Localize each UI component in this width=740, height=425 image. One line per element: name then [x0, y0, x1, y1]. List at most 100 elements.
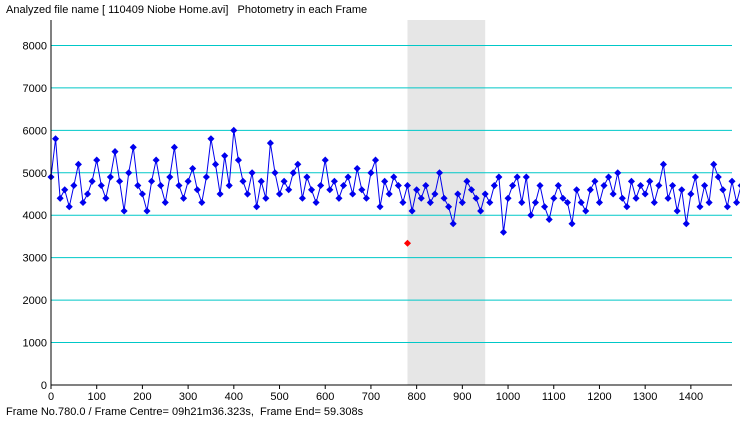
- x-tick-1200: 1200: [587, 391, 611, 403]
- data-point: [65, 203, 73, 211]
- y-tick-6000: 6000: [23, 125, 47, 137]
- data-point: [422, 181, 430, 190]
- data-point: [161, 198, 169, 207]
- data-point: [216, 190, 224, 198]
- x-tick-300: 300: [179, 391, 197, 403]
- data-point: [714, 173, 722, 181]
- current-frame-marker: [403, 239, 412, 247]
- data-point: [152, 156, 160, 164]
- data-point: [248, 169, 256, 177]
- data-point: [627, 177, 635, 185]
- data-point: [696, 203, 704, 211]
- x-tick-600: 600: [316, 391, 334, 403]
- data-point: [728, 177, 736, 185]
- data-point: [180, 194, 188, 202]
- data-point: [202, 173, 210, 181]
- data-point: [211, 160, 220, 168]
- x-tick-1000: 1000: [496, 391, 520, 403]
- gridlines: [51, 44, 732, 344]
- data-point: [573, 186, 581, 194]
- data-point: [504, 194, 512, 202]
- data-point: [193, 186, 201, 194]
- data-point: [275, 190, 284, 198]
- data-point: [723, 203, 731, 211]
- data-point: [253, 203, 261, 211]
- data-point: [733, 198, 740, 207]
- data-point: [399, 198, 407, 207]
- data-point: [490, 182, 498, 190]
- data-point: [312, 198, 320, 207]
- data-point: [189, 164, 197, 173]
- data-point: [687, 190, 695, 198]
- data-point: [280, 177, 288, 185]
- y-tick-8000: 8000: [23, 40, 47, 52]
- data-point: [298, 194, 306, 202]
- data-point: [403, 181, 412, 190]
- data-point: [129, 143, 137, 151]
- data-point: [335, 194, 343, 202]
- x-tick-200: 200: [133, 391, 151, 403]
- data-point: [330, 177, 338, 185]
- data-point: [243, 190, 252, 198]
- data-point: [289, 169, 297, 177]
- data-point: [166, 173, 174, 181]
- data-point: [326, 186, 334, 194]
- y-tick-0: 0: [41, 380, 47, 392]
- x-tick-800: 800: [407, 391, 425, 403]
- data-point: [536, 182, 544, 190]
- data-point: [353, 165, 361, 173]
- y-tick-3000: 3000: [23, 253, 47, 265]
- y-tick-2000: 2000: [23, 295, 47, 307]
- data-point: [481, 190, 489, 198]
- data-point: [367, 169, 375, 177]
- data-point: [618, 194, 626, 202]
- data-point: [577, 198, 585, 207]
- data-point: [454, 190, 462, 198]
- x-tick-labels: 0 100 200 300 400 500 600 700 800 900 1000 1100 1200…: [48, 385, 703, 403]
- data-point: [669, 181, 677, 190]
- data-point: [673, 207, 681, 215]
- data-point: [294, 160, 302, 168]
- data-point: [303, 173, 311, 181]
- data-point: [609, 190, 617, 198]
- data-point: [568, 220, 576, 228]
- data-point: [682, 220, 690, 228]
- x-tick-1300: 1300: [633, 391, 657, 403]
- data-point: [495, 173, 503, 181]
- data-point: [84, 190, 92, 198]
- data-point: [518, 198, 526, 207]
- status-bar: Frame No.780.0 / Frame Centre= 09h21m36.…: [6, 406, 364, 418]
- data-point: [175, 181, 183, 190]
- data-point: [413, 186, 421, 194]
- data-point: [221, 152, 229, 160]
- data-point: [358, 186, 366, 194]
- data-point: [586, 186, 594, 194]
- series-photometry: [50, 130, 740, 233]
- data-point: [605, 173, 613, 181]
- data-point: [271, 169, 279, 177]
- data-point: [499, 228, 508, 236]
- x-tick-0: 0: [48, 391, 54, 403]
- data-point: [527, 211, 535, 219]
- data-point: [509, 181, 517, 190]
- data-point: [362, 194, 370, 202]
- data-point: [257, 177, 265, 185]
- data-point: [408, 207, 416, 215]
- data-point: [513, 173, 521, 181]
- data-point: [111, 148, 119, 156]
- data-point: [600, 181, 608, 190]
- data-point: [102, 194, 110, 202]
- data-point: [641, 190, 649, 198]
- data-point: [440, 194, 448, 202]
- data-point: [449, 220, 457, 228]
- data-point: [655, 181, 663, 190]
- x-tick-400: 400: [225, 391, 243, 403]
- data-point: [719, 186, 727, 194]
- data-point: [234, 156, 242, 164]
- data-point: [262, 194, 270, 202]
- data-point: [623, 203, 631, 211]
- data-point: [591, 177, 599, 185]
- x-tick-100: 100: [88, 391, 106, 403]
- data-point: [541, 203, 549, 211]
